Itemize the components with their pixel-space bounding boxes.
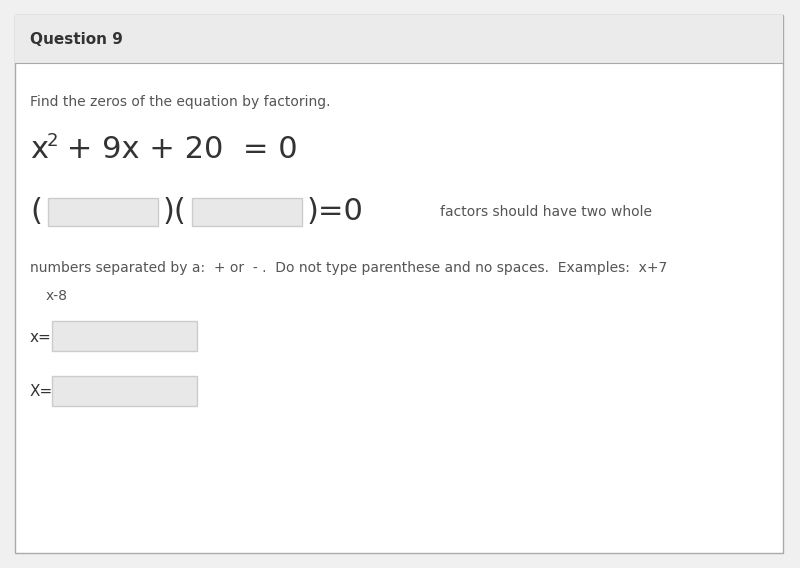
Text: (: (: [30, 198, 42, 227]
Text: 2: 2: [47, 132, 58, 150]
Text: x: x: [30, 136, 48, 165]
Text: x-8: x-8: [46, 289, 68, 303]
FancyBboxPatch shape: [192, 198, 302, 226]
Text: + 9x + 20  = 0: + 9x + 20 = 0: [57, 136, 298, 165]
Text: )(: )(: [163, 198, 186, 227]
FancyBboxPatch shape: [52, 321, 197, 351]
Text: x=: x=: [30, 329, 52, 345]
Text: X=: X=: [30, 385, 54, 399]
Text: factors should have two whole: factors should have two whole: [440, 205, 652, 219]
Text: numbers separated by a:  + or  - .  Do not type parenthese and no spaces.  Examp: numbers separated by a: + or - . Do not …: [30, 261, 667, 275]
FancyBboxPatch shape: [15, 15, 783, 63]
FancyBboxPatch shape: [15, 15, 783, 553]
FancyBboxPatch shape: [48, 198, 158, 226]
Text: Find the zeros of the equation by factoring.: Find the zeros of the equation by factor…: [30, 95, 330, 109]
Text: Question 9: Question 9: [30, 31, 123, 47]
Text: )=0: )=0: [307, 198, 364, 227]
FancyBboxPatch shape: [52, 376, 197, 406]
